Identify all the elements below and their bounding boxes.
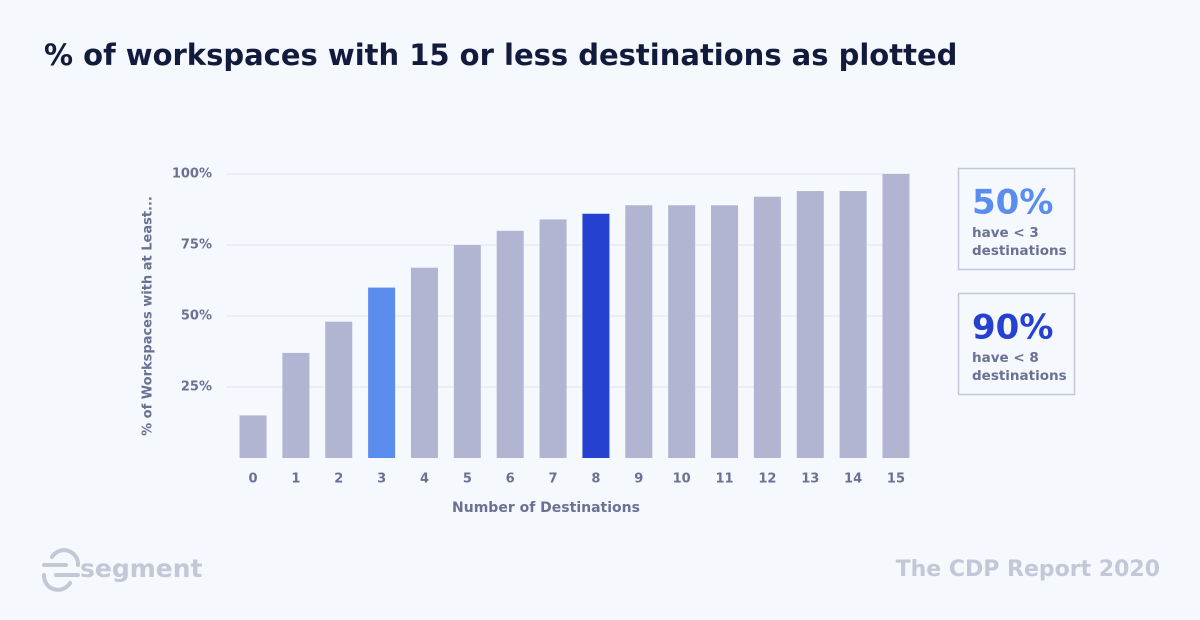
x-tick-label: 10 [673,472,691,487]
x-tick-label: 14 [844,472,862,487]
bar [711,205,739,458]
callout-value: 90% [972,308,1053,348]
callout-box [957,292,1076,396]
x-tick-label: 0 [249,472,258,487]
callout-text: destinations [972,243,1067,259]
bar [539,219,567,458]
callout-box [957,167,1076,271]
bar [239,415,267,458]
bar [796,191,824,459]
x-tick-label: 2 [334,472,343,487]
y-tick-label: 50% [181,309,212,324]
bar [582,213,610,458]
x-axis-label: Number of Destinations [452,500,640,516]
y-tick-label: 75% [181,238,212,253]
x-tick-label: 13 [801,472,819,487]
x-tick-label: 7 [549,472,558,487]
callout-text: have < 8 [972,350,1039,366]
y-axis-label: % of Workspaces with at Least... [141,196,156,436]
callout-value: 50% [972,183,1053,223]
x-tick-label: 12 [758,472,776,487]
x-tick-label: 1 [291,472,300,487]
bar [496,230,524,458]
brand: segment [80,554,203,583]
x-tick-label: 4 [420,472,429,487]
y-tick-label: 25% [181,380,212,395]
chart-title: % of workspaces with 15 or less destinat… [44,38,957,72]
x-tick-label: 6 [506,472,515,487]
bar [325,321,353,458]
bar [882,174,910,458]
y-tick-label: 100% [172,167,212,182]
x-tick-label: 8 [591,472,600,487]
bar [282,352,310,458]
x-tick-label: 9 [634,472,643,487]
x-tick-label: 3 [377,472,386,487]
x-tick-label: 11 [715,472,733,487]
x-tick-label: 15 [887,472,905,487]
bar [753,196,781,458]
bar [668,205,696,458]
x-tick-label: 5 [463,472,472,487]
bar [410,267,438,458]
bar [625,205,653,458]
bar [453,245,481,458]
segment-logo [42,548,80,592]
bar [839,191,867,459]
callout-text: have < 3 [972,225,1039,241]
bar [368,287,396,458]
report-name: The CDP Report 2020 [896,557,1160,582]
callout-text: destinations [972,368,1067,384]
